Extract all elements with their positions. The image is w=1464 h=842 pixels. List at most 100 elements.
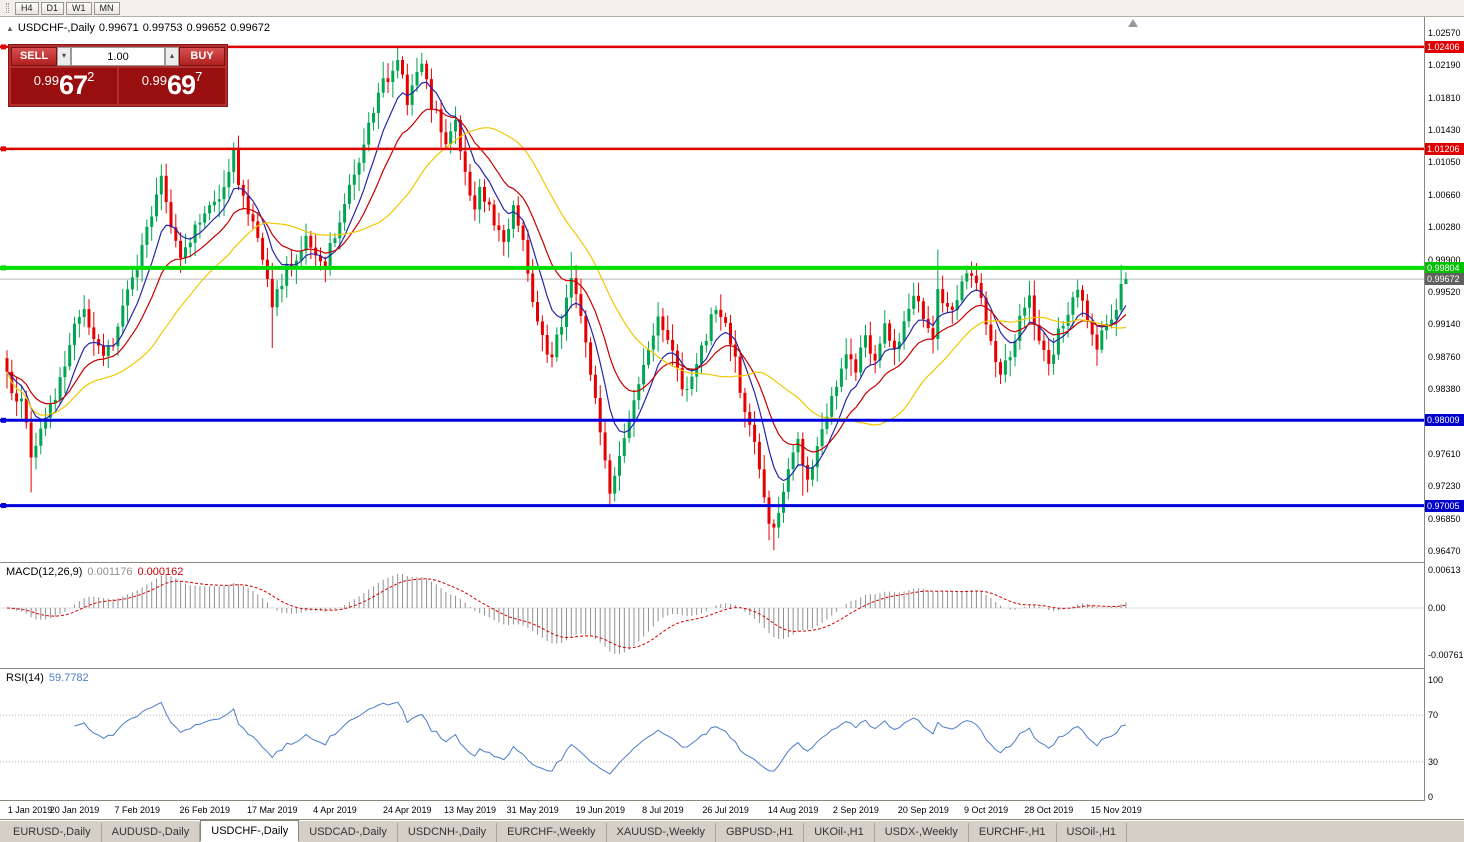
buy-price-big: 69: [167, 70, 196, 100]
tab-gbpusd-h1[interactable]: GBPUSD-,H1: [716, 823, 805, 842]
close-value: 0.99672: [230, 22, 270, 34]
buy-button[interactable]: BUY: [179, 47, 225, 66]
volume-decrease-button[interactable]: ▾: [57, 47, 71, 66]
date-label: 1 Jan 2019: [7, 805, 53, 815]
rsi-scale-tick: 70: [1428, 710, 1439, 721]
date-label: 26 Feb 2019: [179, 805, 231, 815]
macd-main-value: 0.001176: [87, 566, 133, 578]
macd-scale-tick: 0.00613: [1428, 565, 1461, 575]
price-tick: 0.96470: [1428, 546, 1461, 556]
macd-name: MACD(12,26,9): [6, 566, 83, 578]
rsi-name: RSI(14): [6, 672, 44, 684]
date-label: 20 Sep 2019: [897, 805, 949, 815]
period-button-mn[interactable]: MN: [93, 1, 120, 15]
tab-eurchf-weekly[interactable]: EURCHF-,Weekly: [497, 823, 607, 842]
scroll-to-end-icon[interactable]: [1128, 19, 1138, 27]
date-label: 26 Jul 2019: [702, 805, 749, 815]
tab-usdx-weekly[interactable]: USDX-,Weekly: [875, 823, 969, 842]
price-tick: 0.96850: [1428, 513, 1461, 524]
open-value: 0.99671: [98, 22, 139, 34]
panel-separator[interactable]: [0, 562, 1464, 563]
macd-scale-tick: 0.00: [1428, 603, 1446, 613]
chart-ohlc-title: ▲ USDCHF-,Daily 0.99671 0.99753 0.99652 0.996…: [6, 22, 274, 34]
price-tick: 0.97230: [1428, 481, 1461, 492]
sell-button[interactable]: SELL: [11, 47, 57, 66]
tab-usdcnh-daily[interactable]: USDCNH-,Daily: [398, 823, 498, 842]
window-bottom-border: [0, 819, 1464, 820]
date-label: 19 Jun 2019: [575, 805, 625, 815]
macd-signal-value: 0.000162: [137, 566, 184, 578]
tab-usoil-h1[interactable]: USOil-,H1: [1057, 823, 1128, 842]
sell-price-display: 0.99672: [11, 68, 117, 104]
price-tick: 1.01050: [1428, 157, 1461, 168]
macd-title: MACD(12,26,9) 0.001176 0.000162: [6, 566, 188, 578]
sell-price-prefix: 0.99: [33, 73, 60, 88]
volume-input[interactable]: [71, 47, 165, 66]
price-tick: 0.97610: [1428, 449, 1461, 460]
rsi-title: RSI(14) 59.7782: [6, 672, 94, 684]
toolbar-grip[interactable]: [6, 3, 9, 13]
period-toolbar-strip: H4 D1 W1 MN: [0, 0, 1464, 17]
date-label: 8 Jul 2019: [642, 805, 684, 815]
level-price-badge: 1.01206: [1425, 142, 1464, 155]
tab-eurchf-h1[interactable]: EURCHF-,H1: [969, 823, 1057, 842]
tab-xauusd-weekly[interactable]: XAUUSD-,Weekly: [607, 823, 716, 842]
volume-increase-button[interactable]: ▴: [165, 47, 179, 66]
rsi-value: 59.7782: [48, 672, 89, 684]
tab-eurusd-daily[interactable]: EURUSD-,Daily: [3, 823, 102, 842]
panel-separator[interactable]: [0, 668, 1464, 669]
price-tick: 1.01430: [1428, 124, 1461, 135]
date-label: 14 Aug 2019: [767, 805, 819, 815]
tab-usdchf-daily[interactable]: USDCHF-,Daily: [200, 820, 300, 842]
price-tick: 1.00280: [1428, 222, 1461, 233]
price-tick: 1.02190: [1428, 60, 1461, 71]
price-scale[interactable]: 1.02570 1.02190 1.01810 1.01430 1.01050 1.006…: [1424, 17, 1464, 801]
period-button-h4[interactable]: H4: [15, 1, 39, 15]
buy-price-prefix: 0.99: [141, 73, 168, 88]
rsi-scale-tick: 30: [1428, 756, 1439, 767]
date-label: 7 Feb 2019: [114, 805, 160, 815]
price-tick: 0.98760: [1428, 351, 1461, 362]
price-tick: 0.99900: [1428, 254, 1461, 265]
date-label: 15 Nov 2019: [1090, 805, 1142, 815]
collapse-chart-icon[interactable]: ▲: [6, 24, 14, 33]
macd-scale-tick: -0.00761: [1428, 650, 1464, 661]
period-button-d1[interactable]: D1: [40, 1, 65, 15]
date-label: 28 Oct 2019: [1024, 805, 1074, 815]
date-label: 31 May 2019: [506, 805, 559, 815]
date-label: 2 Sep 2019: [832, 805, 879, 815]
tab-usdcad-daily[interactable]: USDCAD-,Daily: [299, 823, 398, 842]
rsi-scale-tick: 0: [1428, 792, 1434, 802]
tab-audusd-daily[interactable]: AUDUSD-,Daily: [102, 823, 201, 842]
price-tick: 0.98380: [1428, 383, 1461, 394]
main-chart-canvas[interactable]: [0, 17, 1424, 562]
buy-price-display: 0.99697: [119, 68, 225, 104]
low-value: 0.99652: [186, 22, 227, 34]
price-tick: 1.00660: [1428, 190, 1461, 201]
sell-price-big: 67: [59, 70, 88, 100]
price-tick: 0.99140: [1428, 319, 1461, 330]
panel-separator: [0, 800, 1464, 801]
date-label: 13 May 2019: [443, 805, 497, 815]
buy-price-pipette: 7: [195, 69, 203, 84]
date-label: 20 Jan 2019: [49, 805, 100, 815]
chart-symbol-label: USDCHF-,Daily: [17, 22, 95, 34]
date-label: 24 Apr 2019: [383, 805, 432, 815]
current-price-badge: 0.99672: [1425, 273, 1464, 286]
chart-tab-bar: EURUSD-,Daily AUDUSD-,Daily USDCHF-,Daily U…: [0, 820, 1464, 842]
high-value: 0.99753: [142, 22, 183, 34]
sell-price-pipette: 2: [87, 69, 95, 84]
tab-ukoil-h1[interactable]: UKOil-,H1: [804, 823, 875, 842]
period-button-w1[interactable]: W1: [66, 1, 92, 15]
period-toolbar: H4 D1 W1 MN: [15, 1, 122, 15]
macd-canvas[interactable]: [0, 563, 1424, 668]
level-price-badge: 0.99804: [1425, 261, 1464, 274]
date-label: 9 Oct 2019: [964, 805, 1009, 815]
level-price-badge: 1.02406: [1425, 40, 1464, 53]
rsi-scale-tick: 100: [1428, 675, 1444, 685]
rsi-canvas[interactable]: [0, 669, 1424, 800]
level-price-badge: 0.97005: [1425, 499, 1464, 512]
date-label: 4 Apr 2019: [313, 805, 357, 815]
price-tick: 1.01810: [1428, 92, 1461, 103]
